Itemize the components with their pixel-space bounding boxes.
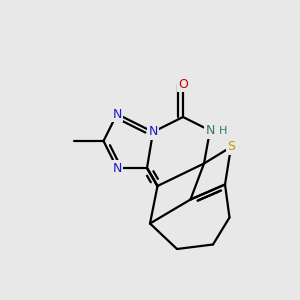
Text: N: N: [112, 107, 122, 121]
Text: N: N: [148, 125, 158, 139]
Text: H: H: [219, 125, 228, 136]
Text: N: N: [112, 161, 122, 175]
Text: N: N: [205, 124, 215, 137]
Text: S: S: [227, 140, 235, 154]
Text: O: O: [178, 77, 188, 91]
